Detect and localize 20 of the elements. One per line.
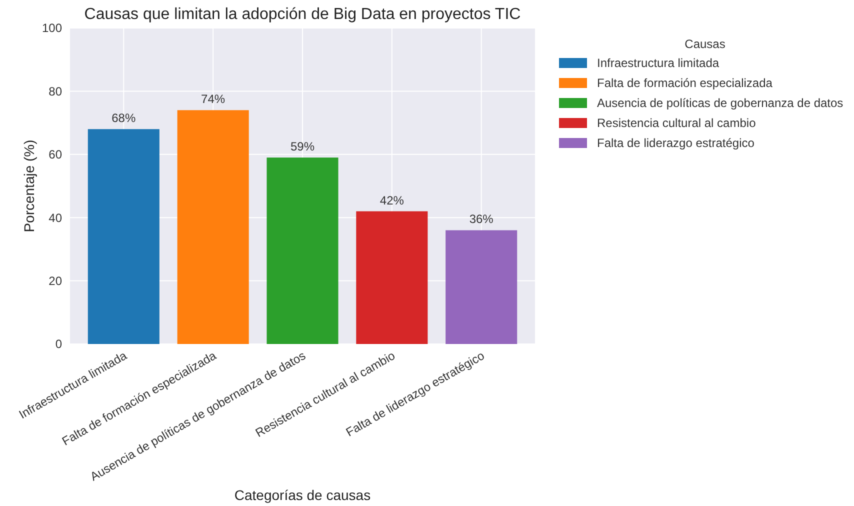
legend-label: Falta de liderazgo estratégico bbox=[597, 136, 755, 150]
y-tick-label: 0 bbox=[55, 337, 62, 352]
x-axis-title: Categorías de causas bbox=[234, 487, 371, 503]
legend-label: Ausencia de políticas de gobernanza de datos bbox=[597, 96, 844, 110]
y-tick-label: 40 bbox=[48, 210, 62, 225]
data-label: 74% bbox=[201, 92, 226, 106]
y-tick-label: 60 bbox=[48, 148, 62, 162]
data-label: 68% bbox=[112, 111, 136, 126]
legend-title: Causas bbox=[684, 37, 726, 51]
data-label: 59% bbox=[290, 140, 315, 154]
chart-title: Causas que limitan la adopción de Big Data en proyectos TIC bbox=[84, 6, 521, 23]
legend-label: Resistencia cultural al cambio bbox=[597, 116, 756, 130]
y-axis-title: Porcentaje (%) bbox=[21, 140, 37, 232]
data-label: 36% bbox=[469, 212, 494, 226]
y-tick-label: 100 bbox=[42, 21, 62, 36]
y-tick-label: 80 bbox=[48, 84, 62, 98]
data-label: 42% bbox=[380, 193, 404, 208]
legend-label: Falta de formación especializada bbox=[597, 76, 773, 90]
legend-label: Infraestructura limitada bbox=[597, 56, 720, 70]
y-tick-label: 20 bbox=[48, 274, 62, 288]
